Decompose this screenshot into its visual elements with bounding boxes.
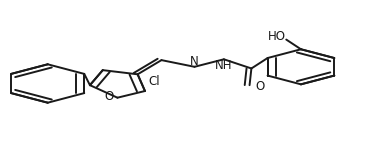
Text: O: O	[105, 90, 114, 103]
Text: N: N	[190, 55, 199, 68]
Text: O: O	[255, 80, 265, 93]
Text: Cl: Cl	[148, 75, 160, 88]
Text: NH: NH	[215, 59, 233, 72]
Text: HO: HO	[268, 30, 286, 43]
